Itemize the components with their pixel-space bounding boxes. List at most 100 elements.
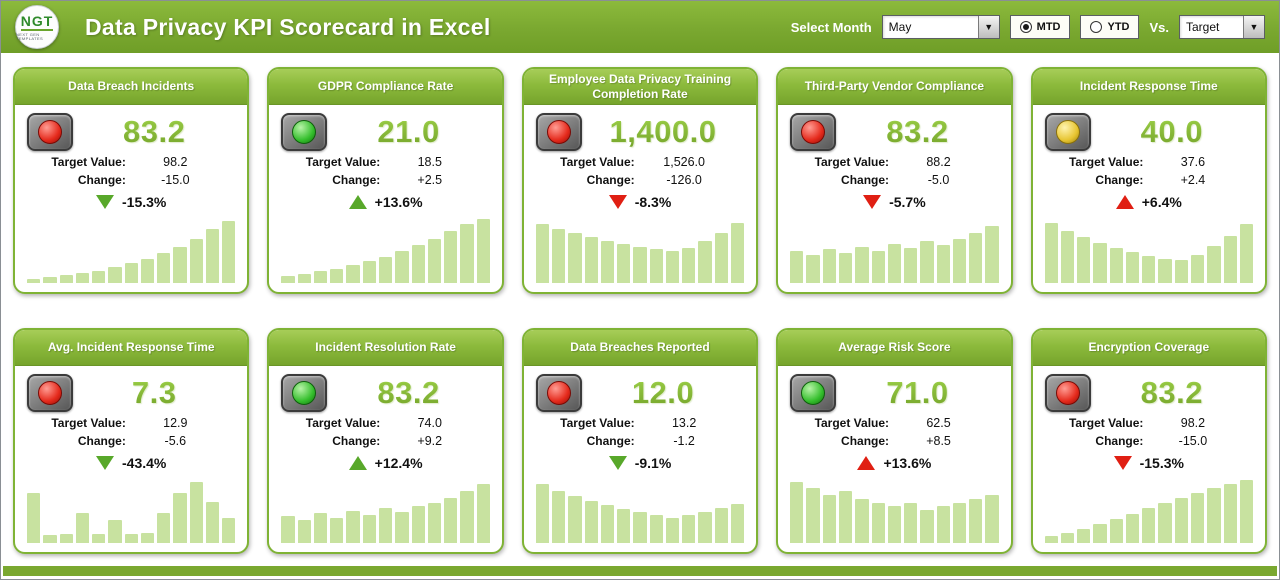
spark-bar [75,273,90,283]
spark-bar [855,499,869,543]
spark-bar [281,516,295,543]
page-title: Data Privacy KPI Scorecard in Excel [85,13,491,40]
ytd-radio[interactable]: YTD [1080,15,1140,39]
month-dropdown-value: May [888,20,912,34]
kpi-card-title: Incident Resolution Rate [315,339,456,354]
spark-bar [189,481,203,543]
target-label: Target Value: [814,415,890,430]
spark-bar [362,261,376,283]
kpi-card: Encryption Coverage 83.2 Target Value: 9… [1030,327,1267,554]
target-label: Target Value: [51,155,126,169]
spark-bar [871,503,885,543]
spark-bar [535,223,550,283]
spark-bar [838,252,853,283]
trend-arrow-icon [96,195,115,209]
spark-bar [806,254,820,283]
spark-bar [730,504,745,543]
spark-bar [568,496,582,543]
spark-bar [1239,479,1254,543]
kpi-card-top: 12.0 [524,366,756,412]
target-row: Target Value: 1,526.0 [524,155,756,169]
sparkline-chart [269,212,501,292]
kpi-value: 83.2 [73,114,235,150]
ngt-logo: NGT NEXT GEN TEMPLATES [15,5,59,49]
kpi-card-header: Data Breach Incidents [15,69,248,105]
kpi-card-top: 83.2 [778,105,1010,151]
change-percent: -15.3% [122,194,167,210]
trend-arrow-icon [857,455,876,470]
spark-bar [649,515,663,543]
target-label: Target Value: [51,415,126,430]
spark-bar [157,513,171,543]
spark-bar [568,233,582,283]
kpi-card: Third-Party Vendor Compliance 83.2 Targe… [776,67,1013,294]
spark-bar [887,506,902,543]
logo-subtext: NEXT GEN TEMPLATES [16,31,44,41]
kpi-card: Data Breach Incidents 83.2 Target Value:… [13,67,250,294]
spark-bar [985,495,999,543]
target-value: 37.6 [1180,155,1206,169]
target-row: Target Value: 12.9 [15,416,247,430]
spark-bar [698,512,712,543]
spark-bar [1044,222,1058,283]
change-label: Change: [332,173,381,187]
status-bulb-icon [546,380,571,405]
target-label: Target Value: [560,415,635,430]
kpi-card-title: Employee Data Privacy Training Completio… [548,72,732,101]
mtd-radio[interactable]: MTD [1009,15,1071,39]
target-label: Target Value: [305,415,381,430]
target-label: Target Value: [814,155,890,169]
spark-bar [1125,513,1140,543]
target-row: Target Value: 88.2 [778,155,1010,169]
spark-bar [108,519,122,543]
target-row: Target Value: 18.5 [269,155,501,169]
spark-bar [189,238,203,283]
spark-bar [140,258,155,283]
ytd-radio-label: YTD [1107,21,1130,33]
month-dropdown[interactable]: May ▼ [881,15,1000,39]
dropdown-arrow-icon[interactable]: ▼ [977,16,999,38]
spark-bar [714,232,728,283]
kpi-card: Avg. Incident Response Time 7.3 Target V… [13,327,250,554]
spark-bar [600,505,615,543]
spark-bar [871,250,885,283]
kpi-card-top: 40.0 [1033,105,1265,151]
target-label: Target Value: [560,155,635,169]
spark-bar [1223,235,1237,283]
spark-bar [952,238,967,283]
radio-unselected-icon[interactable] [1090,21,1103,33]
kpi-card-header: GDPR Compliance Rate [269,69,502,105]
spark-bar [617,509,631,543]
radio-selected-icon[interactable] [1019,21,1032,33]
target-value: 88.2 [926,155,951,169]
spark-bar [952,503,967,543]
change-percent: -5.7% [889,194,926,210]
target-value: 62.5 [926,415,951,430]
spark-bar [552,491,566,543]
status-bulb-icon [38,380,62,405]
target-value: 13.2 [671,415,697,430]
spark-bar [222,517,236,543]
dropdown-arrow-icon[interactable]: ▼ [1243,16,1264,38]
spark-bar [27,278,41,283]
spark-bar [297,519,311,543]
target-row: Target Value: 62.5 [778,416,1010,430]
change-value: -126.0 [666,173,702,187]
spark-bar [395,251,409,283]
spark-bar [665,251,680,283]
change-row: Change: -15.0 [15,173,247,187]
target-value: 18.5 [417,155,442,169]
sparkline-chart [524,212,756,292]
change-row: Change: -5.6 [15,434,247,448]
kpi-card: Incident Response Time 40.0 Target Value… [1030,67,1267,294]
kpi-card: Data Breaches Reported 12.0 Target Value… [521,327,759,554]
spark-bar [1109,519,1123,543]
spark-bar [460,491,474,543]
spark-bar [1109,247,1123,283]
vs-dropdown[interactable]: Target ▼ [1179,15,1265,39]
change-percent: -43.4% [122,454,167,471]
percent-row: +12.4% [269,453,501,473]
spark-bar [140,533,155,543]
percent-row: +13.6% [269,192,501,212]
